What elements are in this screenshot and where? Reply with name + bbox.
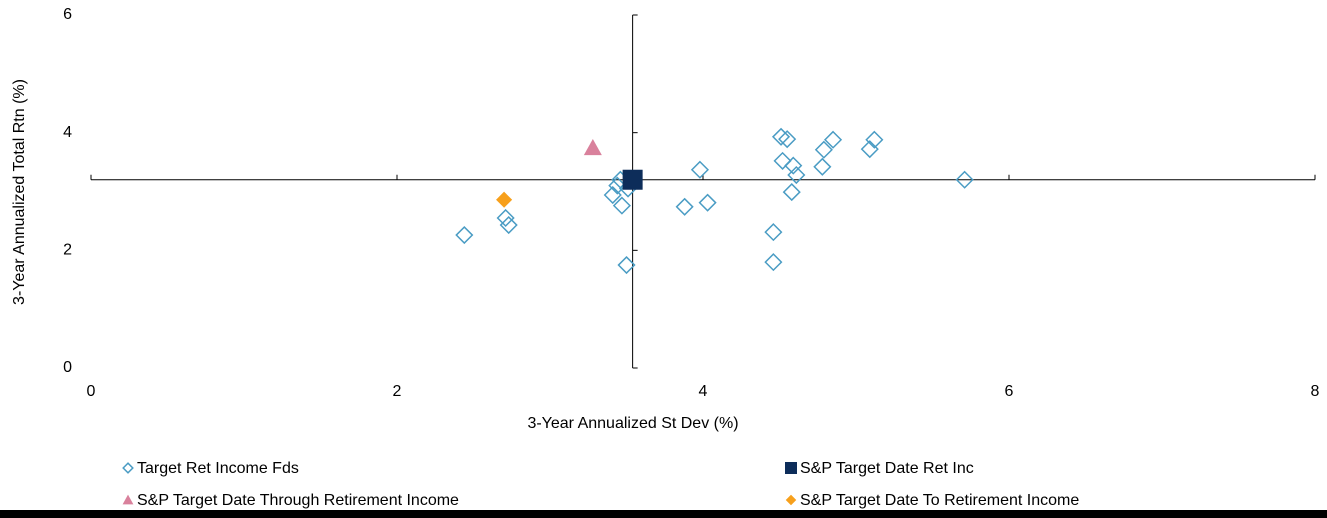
point [764,253,783,272]
legend-marker [785,494,797,506]
point [499,215,518,235]
point [496,208,515,228]
x-axis-label: 3-Year Annualized St Dev (%) [527,415,738,432]
point [455,225,474,245]
point [690,160,710,179]
x-tick-label: 2 [393,383,402,400]
point [865,130,884,149]
point [782,183,801,202]
footer-bar [0,510,1327,518]
point [771,127,791,146]
x-tick-label: 0 [87,383,96,400]
x-tick-label: 6 [1005,383,1014,400]
point [764,223,783,242]
legend-label: S&P Target Date Ret Inc [800,460,974,477]
legend-label: S&P Target Date To Retirement Income [800,492,1079,509]
point [784,156,803,175]
point [698,193,717,212]
y-tick-label: 6 [63,6,72,23]
y-tick-label: 2 [63,242,72,259]
y-tick-label: 4 [63,124,72,141]
legend-marker [785,462,797,474]
legend-label: S&P Target Date Through Retirement Incom… [137,492,459,509]
point [778,130,797,149]
point [617,255,636,275]
x-tick-label: 4 [699,383,708,400]
legend-marker [122,462,134,474]
point [773,151,792,170]
point [813,157,832,176]
point [787,165,806,185]
x-tick-label: 8 [1311,383,1320,400]
point [496,191,513,208]
point [612,196,631,215]
point [955,170,974,189]
legend-label: Target Ret Income Fds [137,460,299,477]
point [814,140,833,159]
y-axis-label: 3-Year Annualized Total Rtn (%) [11,79,28,305]
point [823,130,843,149]
y-tick-label: 0 [63,359,72,376]
point [583,138,602,156]
legend-marker [122,494,134,505]
point [675,197,694,216]
point [622,169,643,190]
